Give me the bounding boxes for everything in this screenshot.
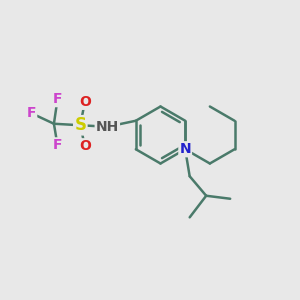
Text: O: O [79, 139, 91, 153]
Text: F: F [53, 138, 62, 152]
Text: F: F [27, 106, 36, 120]
Text: O: O [79, 95, 91, 109]
Text: NH: NH [96, 120, 119, 134]
Text: F: F [53, 92, 62, 106]
Text: S: S [74, 116, 86, 134]
Text: N: N [179, 142, 191, 156]
